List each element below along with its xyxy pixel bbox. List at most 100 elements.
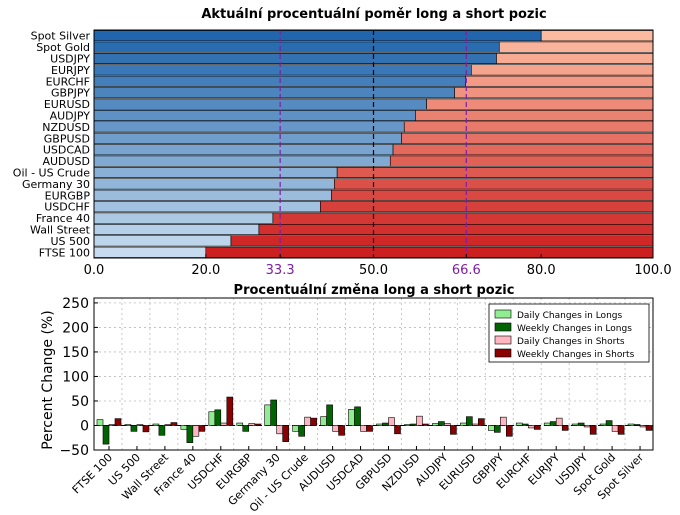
legend-swatch — [494, 309, 512, 319]
change-bar — [236, 422, 244, 426]
change-bar — [102, 425, 110, 445]
change-bar — [571, 423, 579, 426]
x-tick-label: 80.0 — [527, 263, 556, 278]
top-chart-title: Aktuální procentuální poměr long a short… — [201, 7, 546, 22]
long-bar — [93, 246, 207, 258]
change-bar — [320, 416, 327, 426]
bottom-chart-ylabel: Percent Change (%) — [40, 310, 56, 449]
long-bar — [93, 98, 427, 110]
x-tick-label: 50.0 — [359, 263, 388, 278]
long-bar — [93, 167, 338, 179]
change-bar — [152, 423, 160, 426]
change-bar — [450, 425, 457, 435]
change-bar — [164, 424, 172, 426]
category-label: Spot Silver — [31, 30, 91, 43]
change-bar — [208, 411, 216, 426]
change-bar — [382, 422, 389, 426]
change-bar — [136, 424, 144, 426]
change-bar — [505, 425, 513, 437]
change-bar — [561, 425, 569, 431]
change-bar — [499, 416, 507, 426]
change-bar — [611, 425, 619, 432]
change-bar — [466, 416, 473, 426]
legend-label: Daily Changes in Longs — [517, 311, 622, 321]
change-bar — [248, 423, 256, 426]
x-tick-label: 100.0 — [634, 263, 671, 278]
change-bar — [416, 415, 423, 426]
change-bar — [348, 409, 355, 426]
y-tick-label: 0 — [80, 418, 89, 434]
change-bar — [487, 425, 495, 431]
category-label: Germany 30 — [22, 178, 90, 191]
change-bar — [142, 425, 150, 433]
change-bar — [242, 425, 250, 432]
long-bar — [93, 30, 542, 42]
change-bar — [527, 425, 535, 429]
legend-swatch — [494, 335, 512, 345]
long-bar — [93, 121, 405, 133]
change-bar — [438, 421, 445, 426]
category-label: EURCHF — [46, 75, 90, 88]
change-bar — [583, 425, 591, 428]
change-bar — [388, 417, 395, 426]
category-label: US 500 — [50, 235, 90, 248]
change-bar — [432, 423, 439, 426]
legend-swatch — [494, 322, 512, 332]
short-bar — [498, 41, 654, 53]
category-label: FTSE 100 — [39, 246, 90, 259]
change-bar — [310, 417, 317, 426]
change-bar — [478, 418, 485, 426]
change-bar — [599, 423, 607, 426]
legend-label: Weekly Changes in Shorts — [517, 350, 635, 360]
change-bar — [292, 425, 299, 432]
change-bar — [645, 425, 653, 431]
change-bar — [332, 425, 339, 432]
long-bar — [93, 110, 416, 122]
long-bar — [93, 132, 402, 144]
change-bar — [298, 425, 305, 437]
category-label: NZDUSD — [42, 121, 90, 134]
short-bar — [205, 246, 654, 258]
change-bar — [198, 425, 206, 432]
category-label: USDJPY — [50, 53, 90, 66]
short-bar — [401, 132, 654, 144]
change-bar — [354, 406, 361, 426]
change-bar — [394, 425, 401, 435]
short-bar — [426, 98, 654, 110]
change-bar — [366, 425, 373, 432]
category-label: AUDUSD — [42, 155, 90, 168]
short-bar — [389, 155, 654, 167]
bottom-plot-frame — [93, 297, 654, 451]
change-bar — [276, 425, 284, 435]
category-label: Wall Street — [30, 224, 91, 237]
change-bar — [130, 425, 138, 432]
y-tick-label: 250 — [62, 296, 89, 312]
short-bar — [454, 87, 654, 99]
category-label: GBPJPY — [51, 87, 90, 100]
change-bar — [515, 422, 523, 426]
change-bar — [533, 425, 541, 430]
change-bar — [472, 423, 479, 426]
change-bar — [555, 417, 563, 426]
short-bar — [465, 75, 654, 87]
change-bar — [549, 421, 557, 426]
x-tick-label: 20.0 — [191, 263, 220, 278]
change-bar — [422, 423, 429, 426]
change-bar — [264, 404, 272, 426]
short-bar — [496, 52, 654, 64]
change-bar — [521, 423, 529, 426]
change-bar — [577, 422, 585, 426]
change-bar — [220, 422, 228, 426]
y-tick-label: 200 — [62, 320, 89, 336]
change-bar — [254, 423, 262, 426]
change-bar — [627, 423, 635, 426]
long-bar — [93, 87, 455, 99]
short-bar — [334, 178, 654, 190]
bottom-chart-title: Procentuální změna long a short pozic — [234, 283, 515, 298]
long-bar — [93, 144, 394, 156]
short-bar — [336, 167, 654, 179]
change-bar — [170, 422, 178, 426]
change-bar — [270, 399, 278, 426]
y-tick-label: 150 — [62, 345, 89, 361]
